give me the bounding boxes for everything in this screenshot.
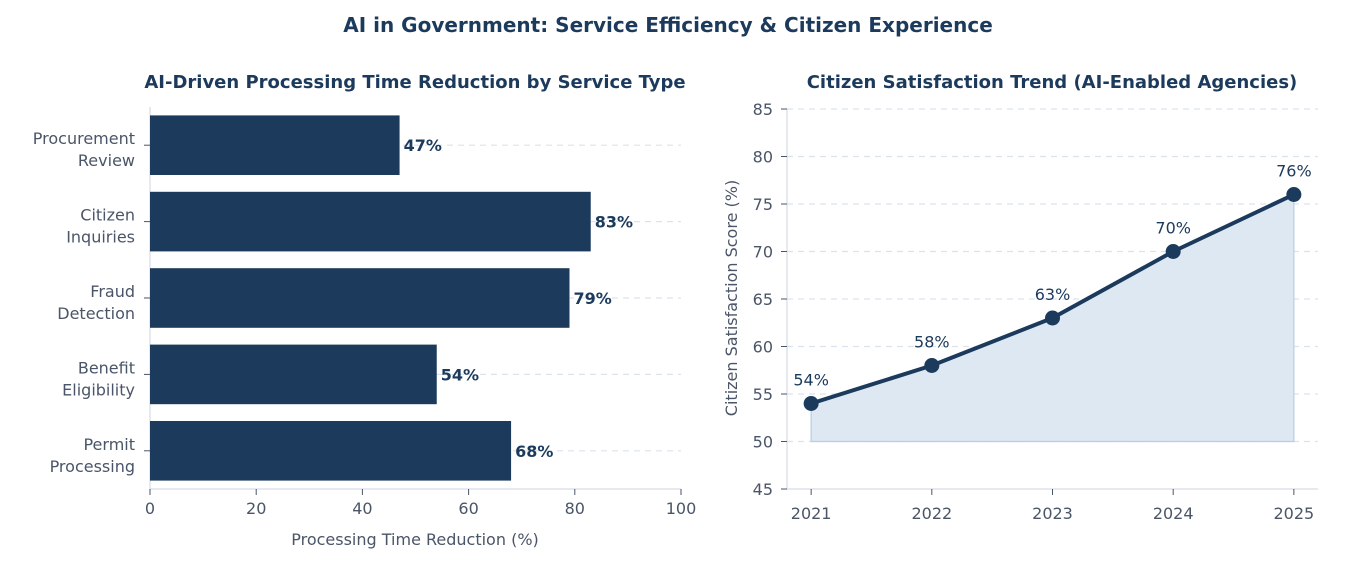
x-tick-label: 2025 bbox=[1274, 504, 1315, 523]
bar-permit-processing bbox=[150, 421, 512, 481]
category-label: Permit Processing bbox=[50, 435, 135, 476]
bar-value-label: 54% bbox=[441, 365, 479, 384]
x-tick-label: 2021 bbox=[791, 504, 832, 523]
y-tick-label: 45 bbox=[753, 480, 773, 499]
x-tick-label: 100 bbox=[666, 499, 697, 518]
x-tick-label: 20 bbox=[246, 499, 266, 518]
y-tick-label: 85 bbox=[753, 100, 773, 119]
category-label: Citizen Inquiries bbox=[66, 206, 135, 247]
bar-value-label: 83% bbox=[595, 213, 633, 232]
y-tick-label: 80 bbox=[753, 148, 773, 167]
data-point-2025 bbox=[1286, 187, 1302, 202]
y-tick-label: 75 bbox=[753, 195, 773, 214]
category-label: Fraud Detection bbox=[57, 282, 135, 323]
x-tick-label: 2024 bbox=[1153, 504, 1194, 523]
x-tick-label: 40 bbox=[352, 499, 372, 518]
data-label: 70% bbox=[1155, 219, 1191, 238]
processing-time-x-axis-label: Processing Time Reduction (%) bbox=[291, 530, 539, 549]
data-point-2022 bbox=[924, 358, 940, 373]
satisfaction-y-axis-label: Citizen Satisfaction Score (%) bbox=[722, 180, 741, 416]
data-point-2021 bbox=[803, 396, 819, 411]
bar-fraud-detection bbox=[150, 268, 570, 328]
satisfaction-trend-chart: Citizen Satisfaction Trend (AI-Enabled A… bbox=[722, 72, 1318, 523]
satisfaction-chart-title: Citizen Satisfaction Trend (AI-Enabled A… bbox=[807, 72, 1298, 93]
y-tick-label: 60 bbox=[753, 338, 773, 357]
category-label: Benefit Eligibility bbox=[62, 358, 135, 399]
x-tick-label: 80 bbox=[565, 499, 585, 518]
figure-title: AI in Government: Service Efficiency & C… bbox=[343, 13, 993, 37]
data-point-2024 bbox=[1165, 244, 1181, 259]
bar-benefit-eligibility bbox=[150, 344, 437, 405]
y-tick-label: 50 bbox=[753, 433, 773, 452]
x-tick-label: 60 bbox=[458, 499, 478, 518]
x-tick-label: 0 bbox=[145, 499, 155, 518]
bar-value-label: 68% bbox=[515, 442, 553, 461]
bar-value-label: 79% bbox=[573, 289, 611, 308]
y-tick-label: 65 bbox=[753, 290, 773, 309]
data-label: 63% bbox=[1035, 285, 1071, 304]
data-point-2023 bbox=[1045, 310, 1060, 326]
data-label: 76% bbox=[1276, 162, 1312, 181]
category-label: Procurement Review bbox=[33, 129, 135, 170]
processing-time-chart: AI-Driven Processing Time Reduction by S… bbox=[33, 72, 697, 549]
y-tick-label: 55 bbox=[753, 385, 773, 404]
y-tick-label: 70 bbox=[753, 243, 773, 262]
bar-procurement-review bbox=[150, 115, 400, 175]
bar-value-label: 47% bbox=[404, 136, 442, 155]
data-label: 54% bbox=[793, 371, 829, 390]
bar-citizen-inquiries bbox=[150, 191, 591, 252]
x-tick-label: 2022 bbox=[911, 504, 952, 523]
data-label: 58% bbox=[914, 333, 950, 352]
x-tick-label: 2023 bbox=[1032, 504, 1073, 523]
processing-time-chart-title: AI-Driven Processing Time Reduction by S… bbox=[144, 72, 685, 93]
